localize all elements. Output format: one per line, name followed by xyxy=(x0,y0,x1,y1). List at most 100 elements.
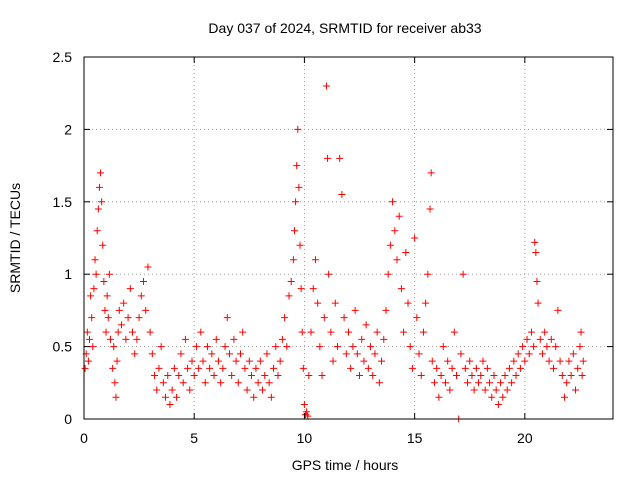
data-point xyxy=(545,357,553,365)
data-point xyxy=(212,335,220,343)
data-point xyxy=(541,328,549,336)
data-point xyxy=(415,350,423,358)
data-point xyxy=(234,379,242,387)
data-point xyxy=(144,263,152,271)
data-point xyxy=(430,379,438,387)
data-point xyxy=(109,364,117,372)
data-point xyxy=(347,364,355,372)
y-tick-label: 0.5 xyxy=(53,339,73,355)
data-point xyxy=(342,350,350,358)
data-point xyxy=(190,372,198,380)
data-point xyxy=(239,328,247,336)
data-point xyxy=(353,350,361,358)
data-point xyxy=(101,306,109,314)
data-point xyxy=(219,364,227,372)
data-point xyxy=(525,350,533,358)
data-point xyxy=(428,357,436,365)
data-point xyxy=(494,401,502,409)
data-point xyxy=(225,350,233,358)
data-point xyxy=(281,314,289,322)
data-point xyxy=(88,314,96,322)
data-point xyxy=(131,350,139,358)
data-point xyxy=(481,386,489,394)
data-point xyxy=(252,364,260,372)
data-point xyxy=(283,343,291,351)
data-point xyxy=(192,343,200,351)
data-point xyxy=(210,372,218,380)
data-point xyxy=(358,335,366,343)
data-point xyxy=(565,357,573,365)
data-point xyxy=(112,393,120,401)
data-point xyxy=(371,350,379,358)
data-point xyxy=(128,328,136,336)
data-point xyxy=(166,401,174,409)
plot-frame xyxy=(83,56,614,420)
data-point xyxy=(104,314,112,322)
data-point xyxy=(287,277,295,285)
data-point xyxy=(424,270,432,278)
data-point xyxy=(523,335,531,343)
data-point xyxy=(122,335,130,343)
data-point xyxy=(375,379,383,387)
data-point xyxy=(391,227,399,235)
data-point xyxy=(413,314,421,322)
data-point xyxy=(106,335,114,343)
data-point xyxy=(477,372,485,380)
data-point xyxy=(461,364,469,372)
data-point xyxy=(351,306,359,314)
data-point xyxy=(558,372,566,380)
data-point xyxy=(362,321,370,329)
data-point xyxy=(505,364,513,372)
data-point xyxy=(527,328,535,336)
data-point xyxy=(448,364,456,372)
data-point xyxy=(168,386,176,394)
data-point xyxy=(406,343,414,351)
data-point xyxy=(201,379,209,387)
data-point xyxy=(110,343,118,351)
data-point xyxy=(325,270,333,278)
data-point xyxy=(228,372,236,380)
data-point xyxy=(510,357,518,365)
data-point xyxy=(475,379,483,387)
data-point xyxy=(98,198,106,206)
data-point xyxy=(164,372,172,380)
data-point xyxy=(151,372,159,380)
data-point xyxy=(336,154,344,162)
data-point xyxy=(512,372,520,380)
data-point xyxy=(543,343,551,351)
data-point xyxy=(276,357,284,365)
data-point xyxy=(93,227,101,235)
data-point xyxy=(437,372,445,380)
data-point xyxy=(298,328,306,336)
data-point xyxy=(173,393,181,401)
data-point xyxy=(578,372,586,380)
data-point xyxy=(140,277,148,285)
data-point xyxy=(170,364,178,372)
data-point xyxy=(290,227,298,235)
data-point xyxy=(508,379,516,387)
data-point xyxy=(441,379,449,387)
data-point xyxy=(311,256,319,264)
data-point xyxy=(380,335,388,343)
data-point xyxy=(483,364,491,372)
data-point xyxy=(329,357,337,365)
data-point xyxy=(300,401,308,409)
x-tick-label: 20 xyxy=(517,430,533,446)
data-point xyxy=(285,292,293,300)
data-point xyxy=(466,357,474,365)
data-point xyxy=(470,386,478,394)
y-tick-label: 0 xyxy=(64,411,72,427)
data-point xyxy=(402,248,410,256)
data-point xyxy=(117,321,125,329)
data-point xyxy=(241,364,249,372)
data-point xyxy=(294,125,302,133)
data-point xyxy=(393,256,401,264)
data-point xyxy=(97,169,105,177)
data-point xyxy=(203,343,211,351)
data-point xyxy=(214,357,222,365)
data-point xyxy=(208,350,216,358)
data-point xyxy=(486,379,494,387)
data-point xyxy=(492,386,500,394)
points-layer xyxy=(81,82,587,423)
data-point xyxy=(124,314,132,322)
